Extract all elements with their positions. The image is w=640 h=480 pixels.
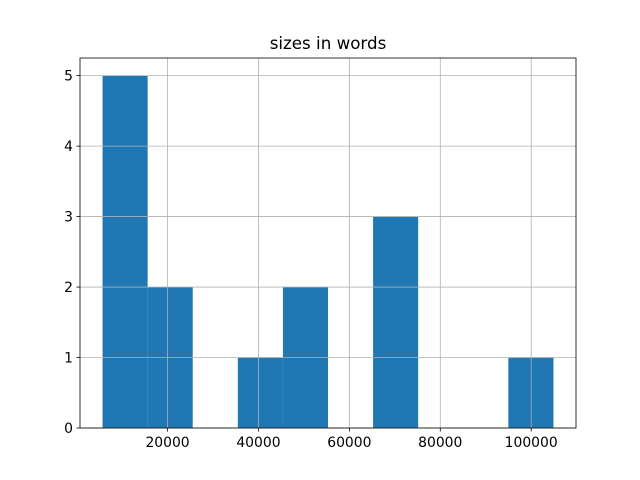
y-tick-label: 4 <box>64 139 73 155</box>
axes-frame <box>79 57 577 429</box>
x-tick-label: 60000 <box>327 435 371 451</box>
x-tick-label: 80000 <box>418 435 462 451</box>
y-tick-label: 1 <box>64 351 73 367</box>
y-tick-label: 3 <box>64 210 73 226</box>
y-tick-label: 2 <box>64 280 73 296</box>
y-tick-label: 0 <box>64 421 73 437</box>
y-tick-label: 5 <box>64 69 73 85</box>
bar <box>373 216 419 428</box>
chart-title: sizes in words <box>270 33 387 53</box>
x-tick-label: 20000 <box>145 435 189 451</box>
x-tick-label: 100000 <box>505 435 558 451</box>
bar <box>237 357 283 428</box>
bar <box>102 75 148 428</box>
x-tick-label: 40000 <box>236 435 280 451</box>
